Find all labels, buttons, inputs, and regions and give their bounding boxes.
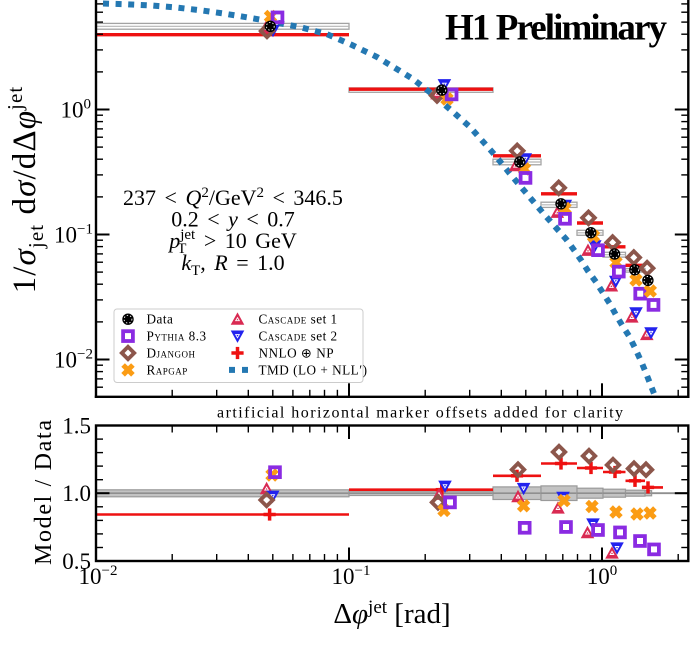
svg-text:Cascade set 1: Cascade set 1 [259,312,338,327]
svg-text:10−1: 10−1 [54,222,93,248]
svg-text:1.0: 1.0 [62,481,91,506]
svg-text:NNLO ⊕ NP: NNLO ⊕ NP [259,346,335,361]
svg-text:Djangoh: Djangoh [147,346,196,361]
svg-text:1.5: 1.5 [62,414,91,439]
svg-text:1/σjet dσ/dΔφjet: 1/σjet dσ/dΔφjet [3,86,48,294]
svg-text:Δφjet [rad]: Δφjet [rad] [333,597,450,630]
svg-text:kT, R = 1.0: kT, R = 1.0 [181,250,284,279]
svg-text:Cascade set 2: Cascade set 2 [259,329,338,344]
svg-text:100: 100 [587,563,618,589]
svg-text:TMD (LO + NLL′): TMD (LO + NLL′) [259,362,368,377]
svg-text:artificial horizontal marker o: artificial horizontal marker offsets add… [217,405,623,422]
svg-text:0.5: 0.5 [62,549,91,574]
svg-text:100: 100 [61,97,92,123]
svg-text:10−1: 10−1 [332,563,371,589]
svg-text:Data: Data [147,312,174,327]
svg-text:237 < Q2/GeV2 < 346.5: 237 < Q2/GeV2 < 346.5 [123,185,343,210]
svg-text:10−2: 10−2 [79,563,118,589]
svg-text:Model / Data: Model / Data [31,420,57,565]
svg-text:10−2: 10−2 [54,347,93,373]
svg-text:0.2 < y < 0.7: 0.2 < y < 0.7 [171,207,295,232]
svg-text:Rapgap: Rapgap [147,362,188,377]
svg-text:H1 Preliminary: H1 Preliminary [445,8,668,49]
svg-text:Pythia 8.3: Pythia 8.3 [147,329,207,344]
